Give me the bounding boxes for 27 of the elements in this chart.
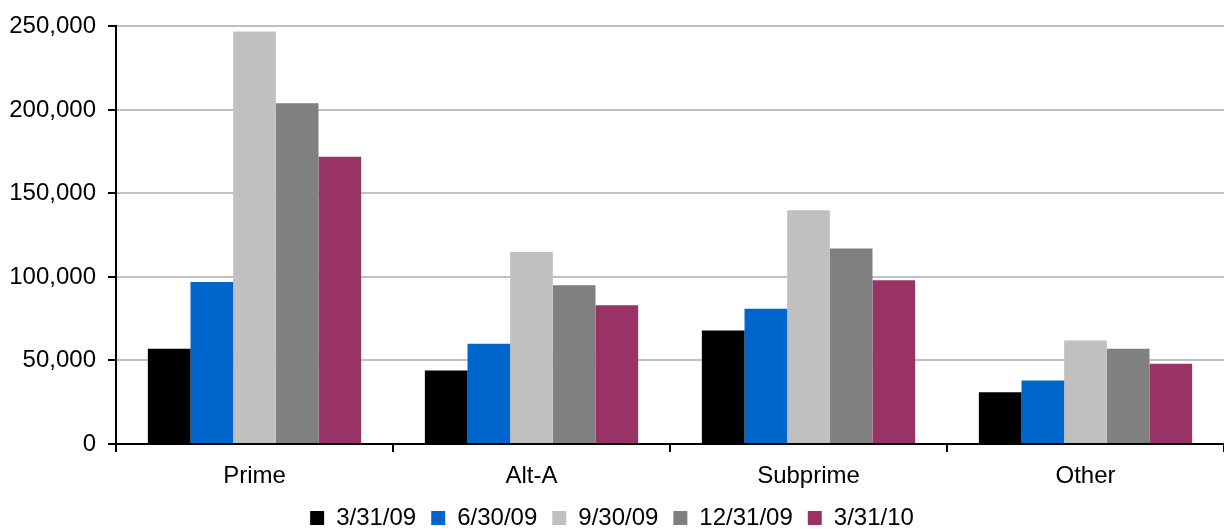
legend-label: 3/31/10	[833, 502, 914, 529]
bar	[1149, 363, 1193, 443]
bar	[1106, 348, 1150, 443]
y-tick-label: 150,000	[9, 178, 96, 206]
bar	[552, 285, 596, 443]
x-tick-label: Alt-A	[505, 461, 558, 489]
y-tick-label: 250,000	[9, 11, 96, 39]
legend-label: 6/30/09	[457, 502, 538, 529]
legend-label: 9/30/09	[578, 502, 659, 529]
bar	[829, 248, 873, 443]
y-tick-label: 0	[82, 428, 96, 456]
x-tick-label: Other	[1055, 461, 1116, 489]
bar	[275, 103, 319, 443]
x-tick-label: Prime	[223, 461, 286, 489]
x-tick-label: Subprime	[757, 461, 860, 489]
legend-label: 3/31/09	[336, 502, 417, 529]
legend-label: 12/31/09	[699, 502, 793, 529]
y-tick-label: 200,000	[9, 94, 96, 122]
bar	[872, 280, 916, 443]
bar	[744, 308, 788, 443]
bar	[467, 343, 511, 443]
bar	[1021, 380, 1065, 443]
y-tick-label: 100,000	[9, 261, 96, 289]
y-tick-label: 50,000	[22, 345, 96, 373]
bar	[190, 281, 234, 443]
bar	[318, 156, 362, 443]
bar	[595, 305, 639, 443]
